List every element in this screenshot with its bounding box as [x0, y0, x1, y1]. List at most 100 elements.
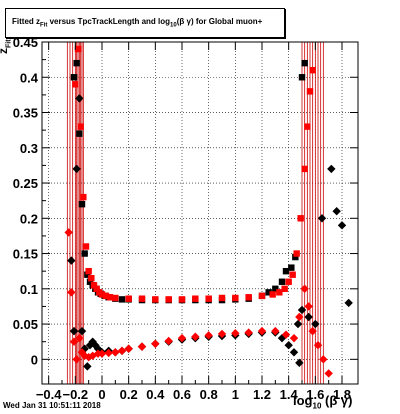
data-point-square — [293, 250, 300, 257]
x-axis-label: log10 (β γ) — [293, 393, 353, 411]
data-point-diamond — [244, 328, 253, 337]
data-point-diamond — [297, 305, 307, 315]
data-point-square — [81, 250, 88, 257]
chart-marks — [64, 45, 353, 378]
data-point-diamond — [217, 329, 227, 339]
x-tick-label: 1.6 — [306, 387, 324, 402]
data-point-diamond — [69, 337, 79, 346]
data-point-square — [301, 165, 308, 173]
data-point-square — [192, 295, 199, 302]
data-point-square — [98, 291, 106, 298]
chart-axes: −0.4 −0.2 0 0.2 0.4 0.6 0.8 1 1.2 1.4 1.6 1.8 0 0.05 0… — [13, 35, 358, 402]
data-point-square — [73, 59, 80, 67]
data-point-diamond — [97, 349, 107, 358]
data-point-diamond — [83, 362, 92, 371]
data-point-diamond — [164, 336, 173, 346]
x-tick-label: 0.4 — [146, 387, 165, 402]
data-point-square — [272, 285, 279, 293]
data-point-square — [265, 289, 272, 296]
data-point-diamond — [313, 341, 323, 350]
data-point-square — [74, 45, 82, 53]
x-tick-label: 1 — [232, 387, 239, 402]
data-point-square — [138, 295, 146, 302]
data-point-diamond — [324, 369, 333, 378]
x-tick-label: 1.8 — [333, 387, 351, 402]
data-point-diamond — [111, 348, 120, 357]
y-tick-label: 0 — [31, 352, 38, 367]
data-point-square — [93, 285, 100, 293]
data-point-diamond — [281, 330, 291, 339]
data-point-diamond — [84, 353, 93, 362]
data-point-diamond — [295, 312, 304, 322]
data-point-diamond — [289, 333, 299, 343]
data-point-square — [165, 296, 172, 303]
data-point-square — [288, 264, 295, 271]
data-point-diamond — [231, 329, 240, 338]
data-point-diamond — [344, 298, 353, 308]
data-point-diamond — [289, 348, 299, 357]
y-tick-label: 0.45 — [13, 35, 38, 50]
data-point-diamond — [271, 326, 280, 336]
x-tick-label: 0.8 — [200, 387, 218, 402]
data-point-square — [258, 292, 266, 300]
data-point-square — [232, 294, 239, 302]
data-point-diamond — [304, 302, 313, 311]
plot-frame — [41, 41, 359, 385]
x-tick-label: −0.2 — [62, 387, 88, 402]
data-point-diamond — [300, 284, 309, 294]
data-point-square — [301, 59, 308, 67]
data-point-square — [118, 296, 126, 303]
y-tick-label: 0.15 — [13, 247, 38, 262]
data-point-diamond — [204, 331, 213, 340]
data-point-diamond — [337, 221, 347, 230]
y-tick-label: 0.35 — [13, 106, 38, 121]
data-point-square — [298, 74, 306, 81]
data-point-diamond — [72, 355, 81, 364]
data-point-square — [77, 123, 84, 130]
data-point-diamond — [332, 207, 341, 216]
x-tick-label: 1.2 — [253, 387, 271, 402]
data-point-diamond — [295, 358, 304, 368]
data-point-square — [112, 294, 119, 302]
data-point-diamond — [284, 341, 293, 350]
data-point-square — [152, 296, 159, 303]
data-point-square — [289, 271, 296, 278]
timestamp: Wed Jan 31 10:51:11 2018 — [3, 401, 101, 410]
data-point-square — [306, 88, 314, 95]
data-point-square — [309, 67, 316, 74]
data-point-square — [84, 271, 91, 278]
data-point-square — [102, 292, 110, 300]
data-point-square — [178, 296, 186, 303]
data-point-square — [297, 215, 304, 222]
x-tick-label: 1.4 — [280, 387, 299, 402]
data-point-square — [245, 294, 252, 301]
data-point-square — [292, 253, 299, 261]
y-tick-label: 0.1 — [20, 282, 38, 297]
data-point-diamond — [104, 348, 113, 358]
data-point-diamond — [75, 94, 84, 103]
y-tick-label: 0.2 — [20, 211, 38, 226]
data-point-square — [304, 123, 311, 130]
data-point-square — [285, 278, 292, 285]
data-point-diamond — [304, 312, 313, 322]
data-point-diamond — [72, 164, 81, 174]
data-point-square — [90, 282, 98, 289]
data-point-square — [106, 294, 114, 301]
data-point-square — [78, 200, 86, 208]
data-point-square — [72, 81, 79, 88]
data-point-square — [82, 243, 90, 250]
data-point-diamond — [319, 355, 328, 364]
data-point-square — [269, 291, 276, 298]
y-tick-label: 0.3 — [20, 141, 38, 156]
x-tick-label: 0 — [98, 387, 105, 402]
x-tick-label: 0.6 — [173, 387, 191, 402]
data-point-diamond — [124, 344, 133, 353]
data-point-square — [76, 130, 83, 137]
data-point-square — [70, 74, 78, 81]
data-point-diamond — [67, 288, 76, 297]
data-point-square — [88, 275, 95, 282]
y-axis-label: zFit — [0, 39, 13, 54]
data-point-square — [218, 294, 226, 302]
data-point-diamond — [293, 319, 303, 329]
